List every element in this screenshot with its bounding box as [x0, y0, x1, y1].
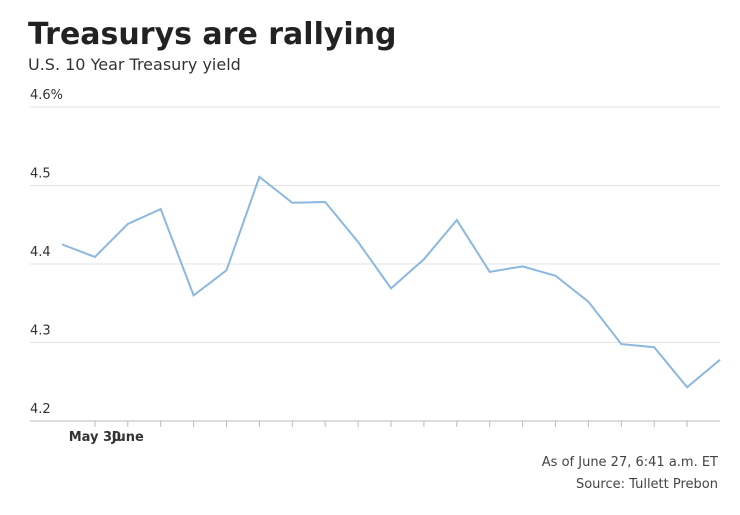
chart-title: Treasurys are rallying: [28, 17, 397, 52]
data-line: [61, 175, 721, 389]
source: Source: Tullett Prebon: [576, 477, 718, 492]
y-tick-label: 4.5: [30, 167, 51, 182]
note: As of June 27, 6:41 a.m. ET: [542, 455, 718, 470]
y-tick-label: 4.2: [30, 402, 51, 417]
chart-subtitle: U.S. 10 Year Treasury yield: [28, 55, 241, 74]
y-tick-label: 4.3: [30, 324, 51, 339]
x-tick-label: June: [111, 430, 144, 445]
y-tick-label: 4.4: [30, 245, 51, 260]
x-tick-label: May 30: [69, 430, 121, 445]
y-tick-label: 4.6%: [30, 88, 63, 103]
